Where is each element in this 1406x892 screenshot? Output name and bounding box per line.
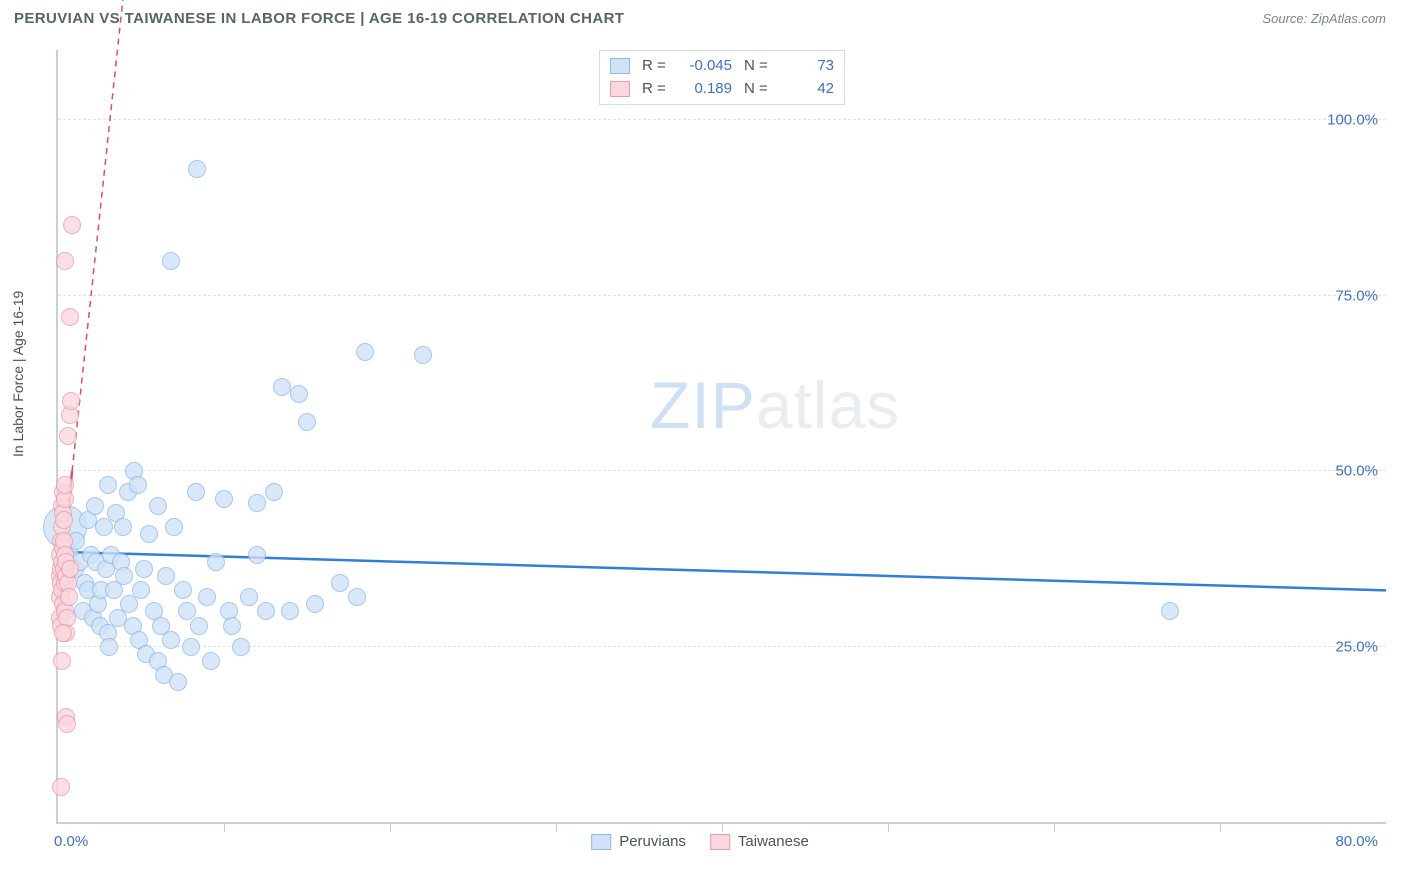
data-point	[202, 652, 220, 670]
data-point	[58, 715, 76, 733]
data-point	[1161, 602, 1179, 620]
data-point	[60, 588, 78, 606]
data-point	[169, 673, 187, 691]
data-point	[331, 574, 349, 592]
data-point	[265, 483, 283, 501]
x-tick	[722, 822, 723, 832]
data-point	[55, 511, 73, 529]
data-point	[162, 631, 180, 649]
data-point	[149, 497, 167, 515]
x-axis-max-label: 80.0%	[1335, 833, 1378, 850]
data-point	[157, 567, 175, 585]
data-point	[248, 494, 266, 512]
data-point	[54, 624, 72, 642]
legend-label-taiwanese: Taiwanese	[738, 833, 809, 850]
data-point	[190, 617, 208, 635]
x-tick	[1220, 822, 1221, 832]
legend-label-peruvians: Peruvians	[619, 833, 686, 850]
data-point	[100, 638, 118, 656]
data-point	[273, 378, 291, 396]
data-point	[61, 560, 79, 578]
data-point	[248, 546, 266, 564]
trend-lines	[58, 50, 1386, 822]
x-tick	[224, 822, 225, 832]
data-point	[61, 308, 79, 326]
legend-swatch-taiwanese	[710, 834, 730, 850]
y-axis-label: In Labor Force | Age 16-19	[10, 291, 26, 457]
data-point	[290, 385, 308, 403]
data-point	[53, 652, 71, 670]
data-point	[56, 252, 74, 270]
data-point	[281, 602, 299, 620]
data-point	[306, 595, 324, 613]
data-point	[129, 476, 147, 494]
data-point	[162, 252, 180, 270]
chart-header: PERUVIAN VS TAIWANESE IN LABOR FORCE | A…	[0, 0, 1406, 33]
data-point	[232, 638, 250, 656]
x-tick	[888, 822, 889, 832]
data-point	[188, 160, 206, 178]
legend-item-taiwanese: Taiwanese	[710, 833, 809, 850]
data-point	[52, 778, 70, 796]
data-point	[174, 581, 192, 599]
data-point	[348, 588, 366, 606]
x-axis-min-label: 0.0%	[54, 833, 88, 850]
chart-area: In Labor Force | Age 16-19 ZIPatlas R = …	[14, 40, 1386, 874]
data-point	[198, 588, 216, 606]
data-point	[99, 476, 117, 494]
data-point	[182, 638, 200, 656]
data-point	[215, 490, 233, 508]
data-point	[114, 518, 132, 536]
data-point	[257, 602, 275, 620]
data-point	[63, 216, 81, 234]
data-point	[223, 617, 241, 635]
source-attribution: Source: ZipAtlas.com	[1262, 11, 1386, 26]
data-point	[207, 553, 225, 571]
data-point	[62, 392, 80, 410]
data-point	[240, 588, 258, 606]
data-point	[135, 560, 153, 578]
legend-swatch-peruvians	[591, 834, 611, 850]
x-tick	[1054, 822, 1055, 832]
data-point	[86, 497, 104, 515]
data-point	[356, 343, 374, 361]
chart-title: PERUVIAN VS TAIWANESE IN LABOR FORCE | A…	[14, 10, 624, 27]
data-point	[298, 413, 316, 431]
legend-item-peruvians: Peruvians	[591, 833, 686, 850]
data-point	[140, 525, 158, 543]
data-point	[132, 581, 150, 599]
data-point	[115, 567, 133, 585]
plot-area: ZIPatlas R = -0.045 N = 73 R = 0.189 N =…	[56, 50, 1386, 824]
data-point	[165, 518, 183, 536]
data-point	[59, 427, 77, 445]
data-point	[187, 483, 205, 501]
series-legend: Peruvians Taiwanese	[591, 833, 809, 850]
data-point	[56, 476, 74, 494]
x-tick	[390, 822, 391, 832]
x-tick	[556, 822, 557, 832]
data-point	[414, 346, 432, 364]
